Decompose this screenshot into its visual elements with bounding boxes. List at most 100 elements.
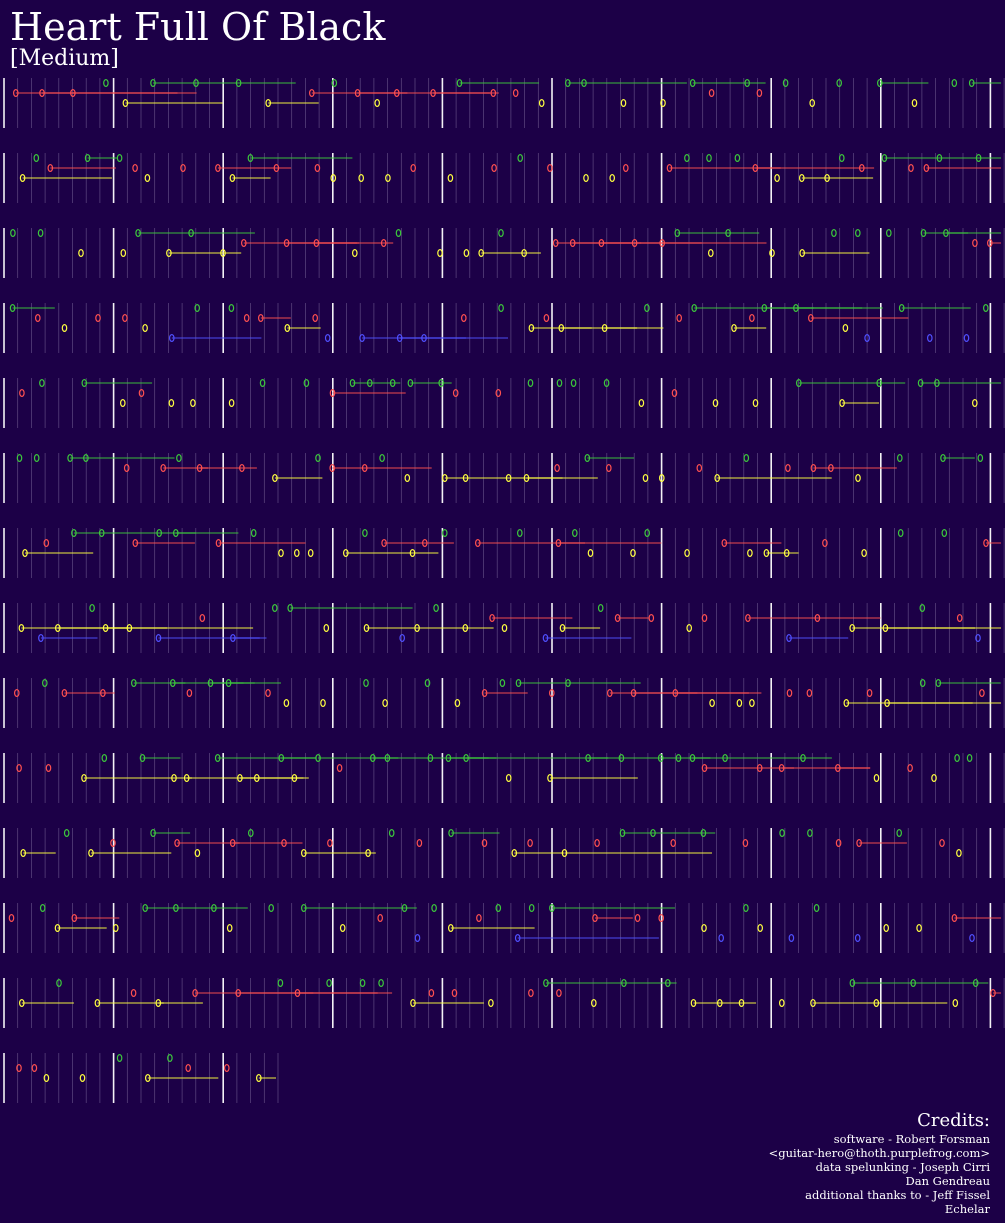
note-gem <box>220 249 226 258</box>
note-gem <box>800 753 806 762</box>
credit-line: Dan Gendreau <box>905 1174 990 1188</box>
note-gem <box>315 454 321 463</box>
note-gem <box>986 239 993 248</box>
note-gem <box>248 828 254 837</box>
note-gem <box>642 474 649 483</box>
note-gem <box>89 603 95 612</box>
note-gem <box>235 988 242 997</box>
note-gem <box>954 753 960 762</box>
note-gem <box>45 763 52 772</box>
note-gem <box>885 229 892 238</box>
note-gem <box>738 998 745 1007</box>
note-gem <box>516 528 523 537</box>
note-gem <box>16 454 23 463</box>
note-gem <box>174 838 180 847</box>
note-gem <box>621 978 627 987</box>
note-gem <box>606 688 613 697</box>
note-gem <box>102 623 109 632</box>
note-gem <box>138 389 145 398</box>
note-gem <box>314 164 321 173</box>
note-gem <box>788 933 795 942</box>
note-gem <box>786 633 792 642</box>
note-gem <box>700 828 707 837</box>
note-gem <box>103 78 109 87</box>
note-gem <box>19 174 26 183</box>
note-gem <box>54 923 61 932</box>
note-gem <box>414 933 421 942</box>
note-gem <box>445 753 452 762</box>
note-gem <box>225 678 232 687</box>
note-gem <box>969 933 975 942</box>
note-gem <box>142 324 148 333</box>
note-gem <box>552 239 559 248</box>
note-gem <box>339 923 346 932</box>
note-gem <box>241 239 247 248</box>
note-gem <box>583 174 589 183</box>
note-gem <box>920 229 927 238</box>
note-gem <box>31 1063 38 1072</box>
note-gem <box>614 613 621 622</box>
note-gem <box>259 379 266 388</box>
note-gem <box>824 174 830 183</box>
note-gem <box>842 324 849 333</box>
note-gem <box>528 903 535 912</box>
note-gem <box>312 314 319 323</box>
note-gem <box>763 548 770 557</box>
note-gem <box>691 304 698 313</box>
note-gem <box>283 698 290 707</box>
note-gem <box>156 528 163 537</box>
note-gem <box>414 623 420 632</box>
note-gem <box>931 773 937 782</box>
note-gem <box>54 623 61 632</box>
note-gem <box>196 464 203 473</box>
note-gem <box>630 688 637 697</box>
note-gem <box>523 474 530 483</box>
note-gem <box>873 998 880 1007</box>
note-gem <box>300 848 307 857</box>
note-gem <box>778 998 785 1007</box>
note-gem <box>505 773 512 782</box>
note-gem <box>100 688 106 697</box>
note-gem <box>441 474 448 483</box>
note-gem <box>88 848 94 857</box>
note-gem <box>33 154 40 163</box>
note-gem <box>226 923 233 932</box>
note-gem <box>849 978 856 987</box>
note-gem <box>517 154 524 163</box>
note-gem <box>214 753 221 762</box>
note-gem <box>229 838 236 847</box>
note-gem <box>849 623 856 632</box>
note-gem <box>744 78 751 87</box>
note-gem <box>752 164 759 173</box>
note-gem <box>975 154 982 163</box>
note-gem <box>323 623 330 632</box>
note-gem <box>98 528 105 537</box>
credits-heading: Credits: <box>917 1110 990 1131</box>
note-gem <box>307 548 314 557</box>
note-gem <box>13 688 20 697</box>
note-gem <box>749 698 755 707</box>
note-gem <box>268 903 275 912</box>
note-gem <box>706 154 712 163</box>
credit-line: data spelunking - Joseph Cirri <box>815 1160 990 1174</box>
note-gem <box>192 988 198 997</box>
note-gem <box>672 688 679 697</box>
note-gem <box>13 88 19 97</box>
note-gem <box>120 249 127 258</box>
note-gem <box>388 828 395 837</box>
note-gem <box>278 753 285 762</box>
note-gem <box>684 548 690 557</box>
note-gem <box>799 249 806 258</box>
note-gem <box>556 379 563 388</box>
note-gem <box>712 399 719 408</box>
note-gem <box>658 913 665 922</box>
note-gem <box>243 314 250 323</box>
note-gem <box>769 249 775 258</box>
note-gem <box>250 528 257 537</box>
note-gem <box>644 304 650 313</box>
note-gem <box>951 78 958 87</box>
note-gem <box>605 464 612 473</box>
note-gem <box>170 678 176 687</box>
note-gem <box>963 334 970 343</box>
note-gem <box>257 314 264 323</box>
